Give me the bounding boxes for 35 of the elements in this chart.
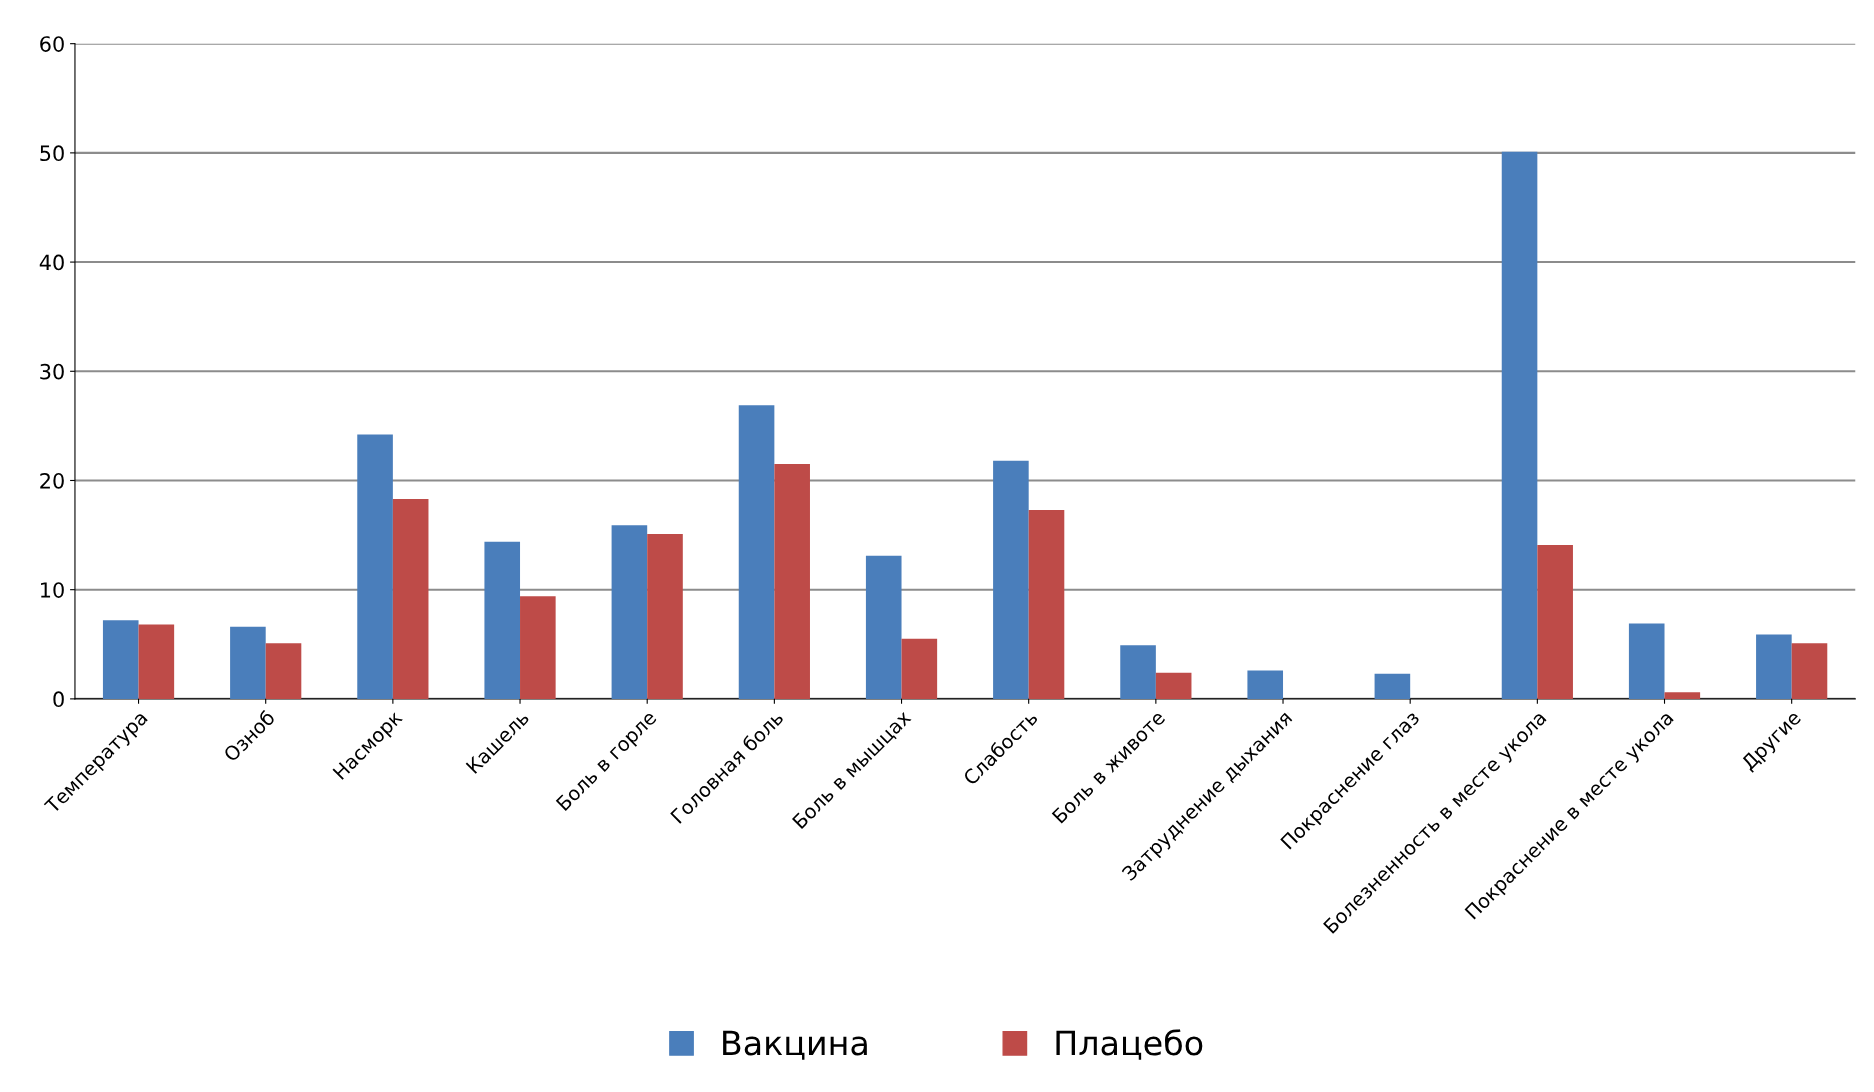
bar [647, 533, 683, 699]
y-tick-label: 40 [39, 254, 64, 271]
bar [1501, 151, 1538, 699]
bar [265, 643, 302, 699]
bar [774, 464, 810, 699]
bar [357, 434, 393, 699]
y-tick-label: 30 [40, 363, 64, 380]
bar [901, 638, 938, 699]
bar [102, 620, 139, 699]
bar [611, 525, 648, 699]
bar [993, 460, 1029, 699]
bar [1628, 623, 1665, 699]
legend-label: Плацебо [1056, 1029, 1203, 1060]
bar [1537, 544, 1573, 699]
bar [1247, 670, 1284, 699]
bar [1155, 672, 1192, 699]
y-tick-label: 10 [41, 582, 64, 598]
bar [520, 596, 556, 699]
legend-label: Вакцина [723, 1030, 867, 1060]
bar [1791, 643, 1828, 699]
bar [738, 405, 775, 699]
y-tick-label: 50 [40, 145, 64, 162]
bar [865, 555, 902, 699]
bar [484, 541, 521, 699]
bar [1028, 509, 1065, 699]
y-tick-label: 60 [40, 36, 64, 52]
bar [1120, 645, 1156, 699]
bar [230, 626, 266, 699]
bar [392, 499, 429, 699]
bar [1374, 673, 1411, 699]
y-tick-label: 20 [40, 472, 64, 489]
bar [138, 624, 175, 699]
bar [1756, 634, 1792, 699]
bar [1664, 692, 1701, 699]
y-tick-label: 0 [53, 691, 64, 708]
